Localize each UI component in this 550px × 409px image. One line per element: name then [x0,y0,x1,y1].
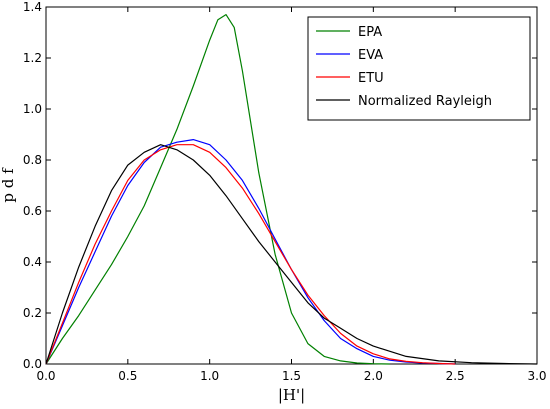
y-tick-label: 0.2 [23,306,42,320]
y-tick-label: 0.6 [23,204,42,218]
y-tick-label: 1.4 [23,0,42,14]
x-tick-label: 3.0 [527,369,546,383]
legend-label: EVA [358,48,383,63]
legend-box [307,16,531,121]
axis-ticks: 0.0 0.5 1.0 1.5 2.0 2.5 3.0 0.0 0.2 0.4 0.6 0.8 1.0 1… [23,0,547,383]
series-line-etu [45,144,456,365]
y-tick-label: 0.4 [23,255,42,269]
y-tick-label: 1.2 [23,51,42,65]
x-tick-label: 1.5 [282,369,301,383]
y-tick-label: 0.8 [23,153,42,167]
series-line-eva [45,139,456,365]
x-tick-label: 0.0 [36,369,55,383]
series-line-epa [45,14,390,365]
x-tick-label: 1.0 [200,369,219,383]
y-axis-label: p d f [0,167,17,203]
legend-label: EPA [358,25,382,40]
x-tick-label: 0.5 [118,369,137,383]
y-tick-label: 0.0 [23,357,42,371]
y-tick-label: 1.0 [23,102,42,116]
legend-label: Normalized Rayleigh [358,94,492,109]
x-tick-label: 2.5 [446,369,465,383]
legend: EPA EVA ETU Normalized Rayleigh [307,16,531,121]
x-tick-label: 2.0 [364,369,383,383]
legend-label: ETU [358,71,384,86]
series-lines [45,14,538,365]
x-axis-label: |H'| [278,386,305,404]
series-line-normalized-rayleigh [45,144,538,365]
